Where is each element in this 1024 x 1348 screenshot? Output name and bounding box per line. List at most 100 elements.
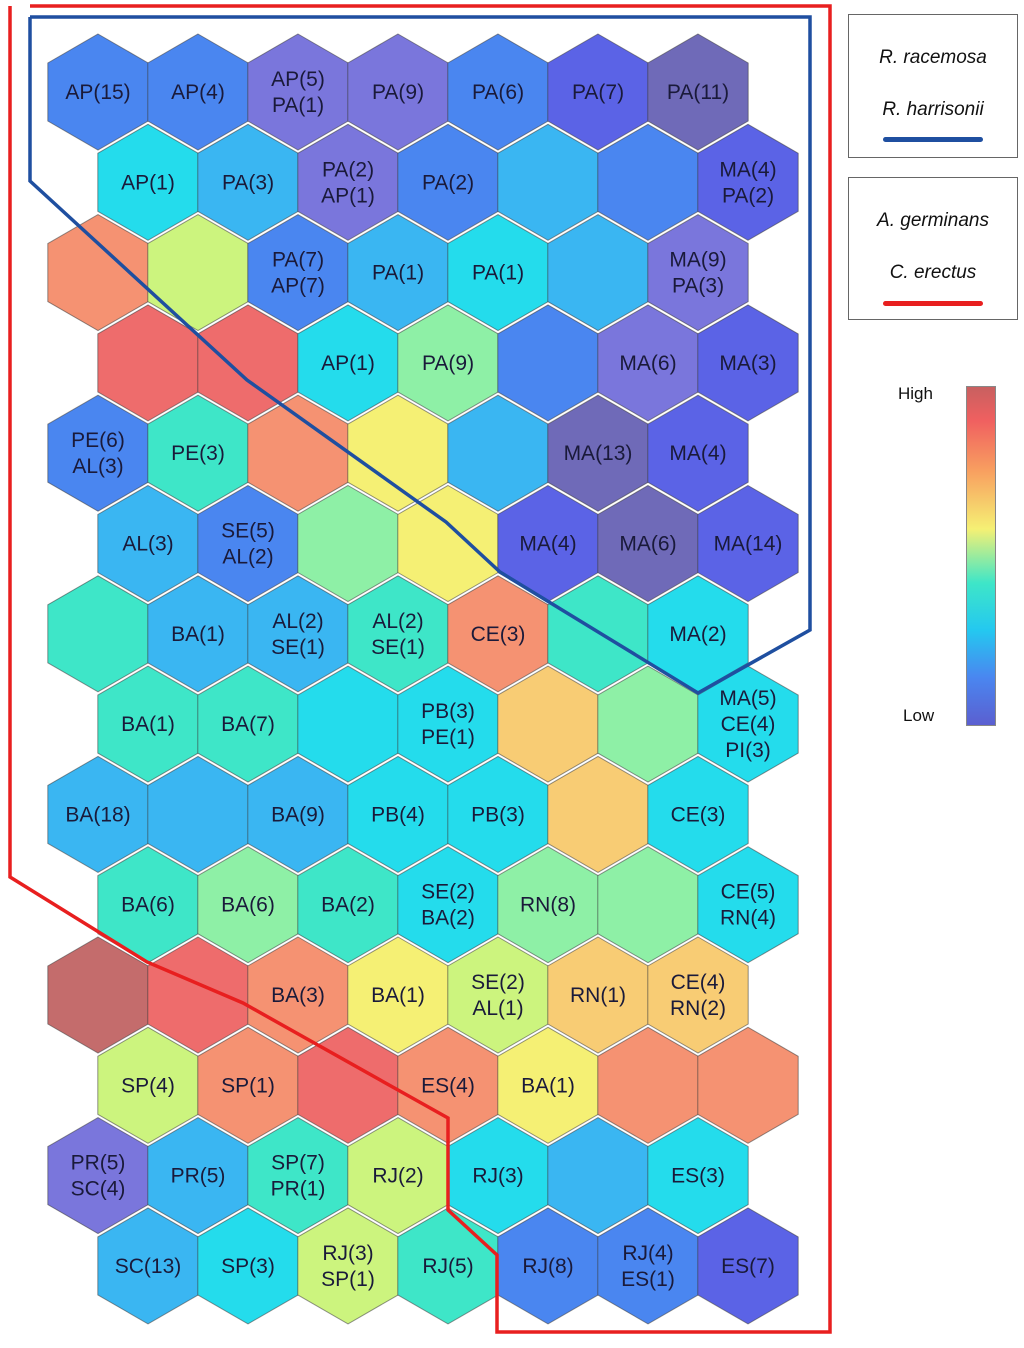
blue-cluster-boundary (28, 15, 812, 696)
som-node-label: BA(3) (271, 984, 325, 1007)
legend-blue-line (883, 137, 983, 142)
som-node-label: MA(6) (619, 533, 676, 556)
som-node-label: BA(1) (171, 623, 225, 646)
som-node-label: AP(4) (171, 81, 225, 104)
som-node-label: RN(8) (520, 894, 576, 917)
som-node (697, 1026, 799, 1144)
som-node (697, 665, 799, 783)
som-node-label: RJ(8) (522, 1255, 573, 1278)
som-node-label: MA(4) (669, 442, 726, 465)
som-node-label: SP(4) (121, 1074, 175, 1097)
som-node-label: MA(6) (619, 352, 676, 375)
som-node-label: MA(3) (719, 352, 776, 375)
legend-species-1: R. racemosa (879, 47, 987, 68)
som-node-label: BA(1) (121, 713, 175, 736)
som-node (647, 936, 749, 1054)
som-node-label: MA(2) (669, 623, 726, 646)
som-node-label: BA(2) (421, 907, 475, 930)
som-node-label: PB(4) (371, 803, 425, 826)
som-node-label: PA(9) (422, 352, 474, 375)
som-node-label: AL(2) (372, 610, 423, 633)
som-node-label: AL(2) (272, 610, 323, 633)
som-node-label: BA(1) (371, 984, 425, 1007)
som-node-label: PA(7) (272, 249, 324, 272)
som-node-label: PB(3) (471, 803, 525, 826)
som-node-label: MA(5) (719, 687, 776, 710)
som-node-label: SP(1) (321, 1268, 375, 1291)
som-node-label: MA(13) (564, 442, 633, 465)
som-node-label: PA(2) (722, 184, 774, 207)
som-node-label: AL(2) (222, 546, 273, 569)
som-node-label: ES(1) (621, 1268, 675, 1291)
som-node-label: AL(3) (122, 533, 173, 556)
som-node-label: SE(2) (421, 881, 475, 904)
som-node (647, 33, 749, 151)
som-node-label: SE(2) (471, 971, 525, 994)
som-node-label: PA(1) (472, 262, 524, 285)
som-node (697, 123, 799, 241)
som-node-label: AP(1) (321, 184, 375, 207)
som-node-label: PR(5) (71, 1152, 126, 1175)
som-node-label: PA(1) (372, 262, 424, 285)
red-cluster-boundary (8, 4, 832, 1334)
som-node-label: AP(1) (321, 352, 375, 375)
color-scale-bar (966, 386, 996, 726)
som-node-label: PA(11) (667, 81, 729, 104)
som-node-label: PA(3) (672, 275, 724, 298)
som-node-label: PA(6) (472, 81, 524, 104)
som-node-label: PR(1) (271, 1178, 326, 1201)
som-node-label: AP(7) (271, 275, 325, 298)
som-node-label: AL(3) (72, 455, 123, 478)
som-node-label: BA(7) (221, 713, 275, 736)
som-node-label: SP(1) (221, 1074, 275, 1097)
som-node-label: AP(1) (121, 171, 175, 194)
som-node-label: PB(3) (421, 700, 475, 723)
som-node-label: PA(2) (322, 158, 374, 181)
som-node-label: CE(4) (671, 971, 726, 994)
som-node-label: MA(9) (669, 249, 726, 272)
som-node-label: RJ(5) (422, 1255, 473, 1278)
som-node (697, 846, 799, 964)
som-node-label: PA(9) (372, 81, 424, 104)
som-node-label: RN(1) (570, 984, 626, 1007)
som-node-label: AL(1) (472, 997, 523, 1020)
som-node-label: PA(7) (572, 81, 624, 104)
som-node-label: MA(4) (519, 533, 576, 556)
som-node-label: RJ(2) (372, 1165, 423, 1188)
legend-species-4: C. erectus (889, 262, 977, 283)
som-node-label: SE(5) (221, 520, 275, 543)
som-node-label: AP(5) (271, 68, 325, 91)
som-node-label: ES(7) (721, 1255, 775, 1278)
som-node-label: CE(3) (671, 803, 726, 826)
som-node-label: SE(1) (371, 636, 425, 659)
som-node (697, 304, 799, 422)
som-node-label: CE(4) (721, 713, 776, 736)
legend-rhizophora: R. racemosa R. harrisonii (848, 14, 1018, 158)
som-node-label: PA(1) (272, 94, 324, 117)
legend-species-3: A. germinans (877, 210, 989, 231)
som-node-label: AP(15) (65, 81, 130, 104)
som-node-label: SE(1) (271, 636, 325, 659)
som-node-label: RJ(3) (322, 1242, 373, 1265)
som-node (697, 484, 799, 603)
som-node-label: SP(3) (221, 1255, 275, 1278)
som-node-label: MA(14) (714, 533, 783, 556)
som-node-label: PI(3) (725, 739, 771, 762)
som-node (697, 1207, 799, 1325)
som-node-label: BA(6) (221, 894, 275, 917)
som-node-label: MA(4) (719, 158, 776, 181)
som-node-label: RJ(4) (622, 1242, 673, 1265)
legend-avicennia-conocarpus: A. germinans C. erectus (848, 177, 1018, 320)
som-node-label: BA(18) (65, 803, 130, 826)
som-node-label: SP(7) (271, 1152, 325, 1175)
som-node-label: RN(4) (720, 907, 776, 930)
som-node-label: PE(3) (171, 442, 225, 465)
som-node-label: SC(4) (71, 1178, 126, 1201)
som-node-label: BA(2) (321, 894, 375, 917)
som-node-label: PA(3) (222, 171, 274, 194)
som-node-label: CE(3) (471, 623, 526, 646)
som-node-label: ES(4) (421, 1074, 475, 1097)
scale-low-label: Low (903, 706, 935, 725)
som-node (647, 755, 749, 873)
